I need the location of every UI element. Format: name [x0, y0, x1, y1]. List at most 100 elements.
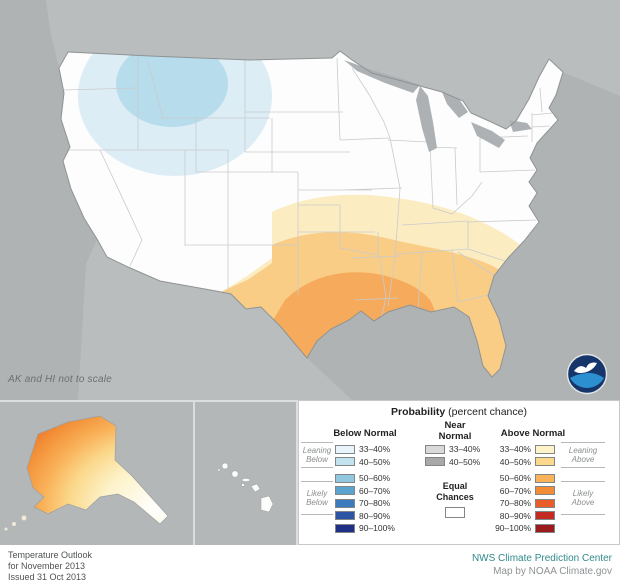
- footer-cpc-credit: NWS Climate Prediction Center: [471, 553, 612, 564]
- leaning-above-label: Leaning Above: [561, 442, 605, 468]
- legend-row: 70–80%: [335, 497, 395, 509]
- legend-row: 40–50%: [495, 456, 555, 468]
- color-swatch: [335, 473, 355, 483]
- near-header-line1: Near: [444, 420, 466, 431]
- legend-title-bold: Probability: [391, 406, 446, 418]
- aleutian-island: [4, 527, 8, 531]
- legend-row: 90–100%: [335, 522, 395, 534]
- color-swatch: [535, 523, 555, 533]
- probability-range: 40–50%: [359, 456, 391, 467]
- probability-range: 33–40%: [449, 444, 481, 454]
- insets-and-legend-row: Probability (percent chance) Below Norma…: [0, 400, 620, 545]
- legend-row: 40–50%: [425, 456, 480, 468]
- color-swatch: [535, 473, 555, 483]
- mexico-landmass: [78, 240, 352, 400]
- near-header-line2: Normal: [438, 431, 472, 442]
- equal-line2: Chances: [436, 491, 474, 502]
- lake-superior: [344, 60, 420, 93]
- equal-chances-swatch: [445, 507, 465, 518]
- lake-michigan: [416, 86, 437, 152]
- legend-row: 40–50%: [335, 456, 395, 468]
- near-normal-scale: 33–40% 40–50%: [425, 443, 480, 468]
- probability-range: 70–80%: [359, 498, 391, 508]
- probability-range: 90–100%: [495, 523, 531, 533]
- noaa-logo: [566, 353, 608, 395]
- lake-huron: [442, 92, 468, 118]
- canada-landmass: [0, 0, 620, 129]
- great-lakes: [344, 60, 532, 152]
- near-normal-header: Near Normal: [420, 420, 490, 442]
- equal-chances-label: Equal Chances: [417, 481, 493, 502]
- footer: Temperature Outlook for November 2013 Is…: [0, 545, 620, 585]
- legend-row: 80–90%: [335, 510, 395, 522]
- probability-range: 40–50%: [499, 456, 531, 467]
- footer-title-line2: for November 2013: [8, 561, 86, 571]
- legend-row: 50–60%: [335, 472, 395, 484]
- legend-row: 50–60%: [495, 472, 555, 484]
- legend-row: 33–40%: [495, 443, 555, 455]
- lake-ontario: [509, 120, 532, 132]
- probability-range: 60–70%: [359, 485, 391, 496]
- probability-range: 70–80%: [499, 498, 531, 508]
- probability-legend: Probability (percent chance) Below Norma…: [298, 400, 620, 545]
- below-normal-region-40-50: [116, 51, 228, 127]
- probability-range: 33–40%: [499, 444, 531, 454]
- probability-range: 60–70%: [499, 485, 531, 496]
- probability-range: 50–60%: [499, 473, 531, 483]
- scale-note: AK and HI not to scale: [8, 374, 112, 385]
- likely-above-label: Likely Above: [561, 481, 605, 515]
- legend-row: 80–90%: [495, 510, 555, 522]
- above-normal-header: Above Normal: [500, 428, 566, 439]
- aleutian-island: [12, 522, 16, 526]
- probability-range: 80–90%: [499, 510, 531, 521]
- color-swatch: [535, 457, 555, 466]
- state-borders: [62, 55, 553, 325]
- legend-row: 33–40%: [425, 443, 480, 455]
- probability-range: 33–40%: [359, 444, 391, 454]
- color-swatch: [335, 486, 355, 495]
- probability-range: 40–50%: [449, 456, 481, 467]
- probability-range: 80–90%: [359, 510, 391, 521]
- hawaii-map-svg: [195, 402, 296, 545]
- legend-title: Probability (percent chance): [299, 406, 619, 418]
- leaning-below-label: Leaning Below: [301, 442, 333, 468]
- footer-title-block: Temperature Outlook for November 2013 Is…: [8, 550, 92, 585]
- color-swatch: [535, 511, 555, 520]
- legend-row: 33–40%: [335, 443, 395, 455]
- color-swatch: [535, 486, 555, 495]
- color-swatch: [535, 444, 555, 454]
- color-swatch: [535, 498, 555, 508]
- above-normal-scale: 33–40% 40–50% 50–60% 60–70% 70–80%: [495, 443, 555, 535]
- us-map-svg: [0, 0, 620, 400]
- footer-issued-line: Issued 31 Oct 2013: [8, 572, 87, 582]
- hawaii-islands: [217, 462, 274, 513]
- color-swatch: [335, 523, 355, 533]
- likely-below-label: Likely Below: [301, 481, 333, 515]
- below-normal-header: Below Normal: [333, 428, 397, 439]
- color-swatch: [335, 457, 355, 466]
- lake-erie: [471, 122, 505, 148]
- probability-range: 90–100%: [359, 523, 395, 533]
- aleutian-island: [21, 515, 27, 521]
- legend-row: 60–70%: [335, 485, 395, 497]
- conus-map: AK and HI not to scale: [0, 0, 620, 400]
- legend-row: 70–80%: [495, 497, 555, 509]
- color-swatch: [335, 444, 355, 454]
- legend-row: 90–100%: [495, 522, 555, 534]
- footer-credit-block: NWS Climate Prediction Center Map by NOA…: [472, 550, 612, 585]
- footer-title-line1: Temperature Outlook: [8, 550, 93, 560]
- alaska-map-svg: [0, 402, 193, 545]
- footer-climategov-credit: Map by NOAA Climate.gov: [493, 566, 612, 577]
- noaa-emblem-icon: [566, 353, 608, 395]
- probability-range: 50–60%: [359, 473, 391, 483]
- alaska-inset: [0, 400, 195, 545]
- color-swatch: [425, 444, 445, 454]
- legend-row: 60–70%: [495, 485, 555, 497]
- color-swatch: [335, 511, 355, 520]
- legend-title-rest: (percent chance): [445, 406, 527, 418]
- alaska-shape: [26, 415, 169, 525]
- color-swatch: [425, 457, 445, 466]
- equal-line1: Equal: [442, 481, 468, 491]
- hawaii-inset: [195, 400, 298, 545]
